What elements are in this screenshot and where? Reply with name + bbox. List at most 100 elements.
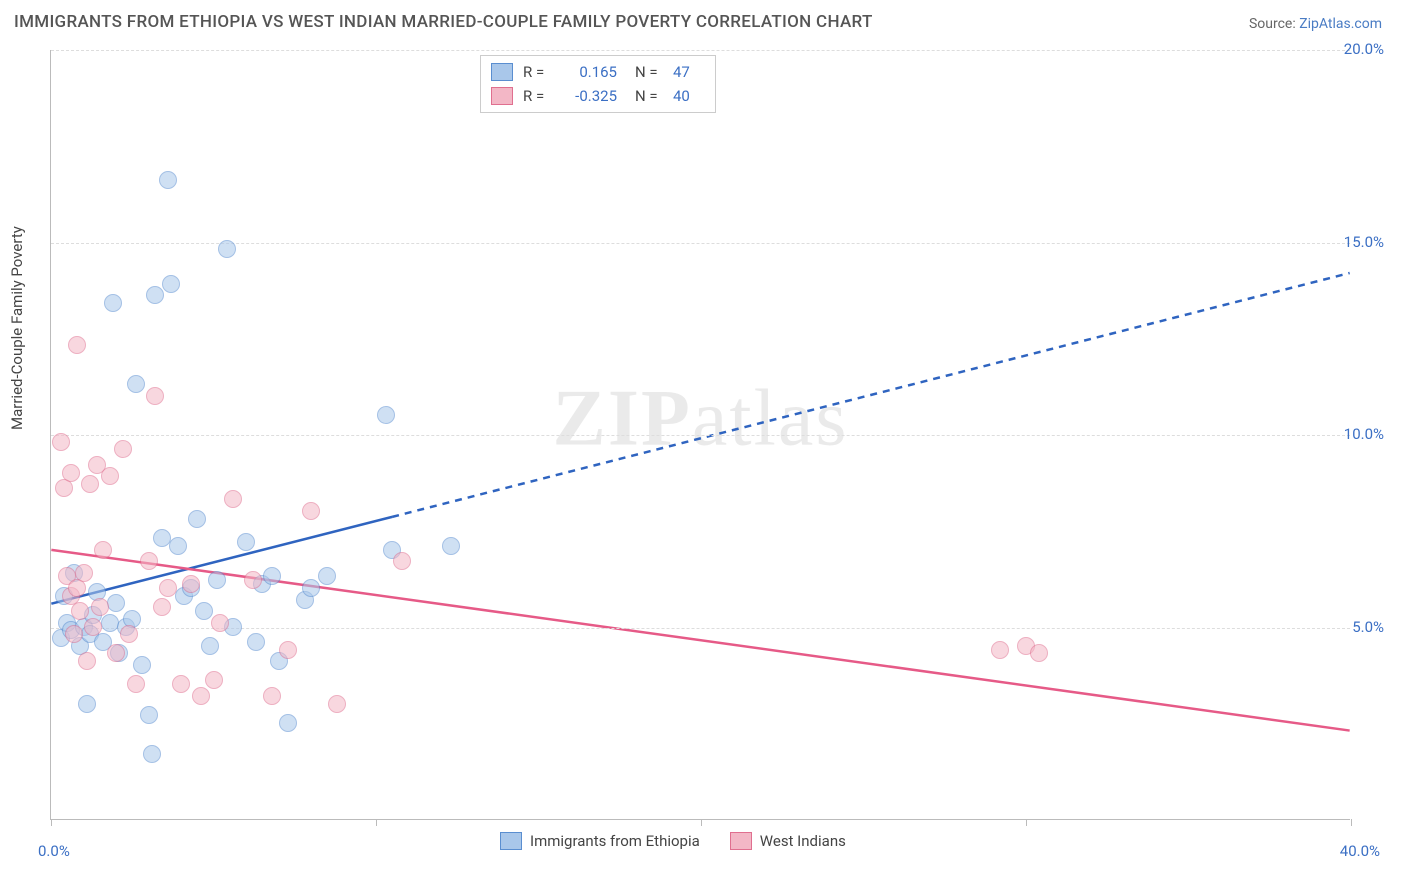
ethiopia-point [218,240,236,258]
x-tick [51,819,52,826]
n-label: N = [635,87,663,105]
westindians-point [205,671,223,689]
correlation-legend: R = 0.165 N = 47R = -0.325 N = 40 [480,55,716,113]
ethiopia-point [104,294,122,312]
westindians-point [153,598,171,616]
westindians-point [68,336,86,354]
grid-line [51,243,1350,244]
westindians-point [146,387,164,405]
x-axis-max-label: 40.0% [1340,842,1380,860]
westindians-point [182,575,200,593]
r-label: R = [523,63,551,81]
x-axis-min-label: 0.0% [38,842,70,860]
ethiopia-point [78,695,96,713]
watermark-atlas: atlas [692,375,849,463]
source-prefix: Source: [1249,16,1299,32]
legend-correlation-row: R =-0.325N =40 [491,84,701,108]
westindians-point [114,440,132,458]
westindians-point [140,552,158,570]
watermark-zip: ZIP [553,375,692,463]
ethiopia-point [162,275,180,293]
ethiopia-point [140,706,158,724]
grid-line [51,628,1350,629]
ethiopia-point [208,571,226,589]
westindians-point [302,502,320,520]
grid-line [51,50,1350,51]
legend-swatch [491,87,513,105]
y-axis-label: Married-Couple Family Poverty [8,226,26,430]
chart-container: IMMIGRANTS FROM ETHIOPIA VS WEST INDIAN … [0,0,1406,892]
legend-series-label: Immigrants from Ethiopia [530,832,700,850]
westindians-point [71,602,89,620]
ethiopia-point [442,537,460,555]
ethiopia-point [169,537,187,555]
watermark: ZIPatlas [553,374,849,465]
y-tick-label: 10.0% [1344,425,1384,443]
legend-swatch [491,63,513,81]
ethiopia-point [107,594,125,612]
series-legend: Immigrants from Ethiopia West Indians [500,832,846,850]
legend-swatch [500,832,522,850]
x-tick [1351,819,1352,826]
westindians-point [127,675,145,693]
westindians-point [101,467,119,485]
n-value: 40 [673,87,701,105]
legend-correlation-row: R = 0.165 N = 47 [491,60,701,84]
y-tick-label: 15.0% [1344,233,1384,251]
westindians-point [94,541,112,559]
westindians-point [211,614,229,632]
westindians-point [328,695,346,713]
legend-series-label: West Indians [760,832,846,850]
westindians-point [192,687,210,705]
westindians-point [991,641,1009,659]
y-tick-label: 5.0% [1352,618,1384,636]
r-value: -0.325 [561,87,617,105]
plot-area: ZIPatlas [50,50,1350,820]
westindians-point [244,571,262,589]
ethiopia-point [127,375,145,393]
westindians-point [224,490,242,508]
n-value: 47 [673,63,701,81]
ethiopia-point [133,656,151,674]
westindians-point [75,564,93,582]
westindians-point [68,579,86,597]
ethiopia-point [279,714,297,732]
ethiopia-trend-line [392,273,1350,517]
source-attribution: Source: ZipAtlas.com [1249,16,1382,32]
westindians-point [78,652,96,670]
x-tick [701,819,702,826]
ethiopia-point [237,533,255,551]
ethiopia-point [188,510,206,528]
westindians-point [172,675,190,693]
ethiopia-point [247,633,265,651]
ethiopia-point [201,637,219,655]
ethiopia-point [101,614,119,632]
ethiopia-point [377,406,395,424]
x-tick [376,819,377,826]
ethiopia-point [195,602,213,620]
legend-swatch [730,832,752,850]
westindians-point [52,433,70,451]
source-link[interactable]: ZipAtlas.com [1299,16,1382,32]
westindians-point [263,687,281,705]
y-tick-label: 20.0% [1344,40,1384,58]
ethiopia-point [146,286,164,304]
westindians-point [91,598,109,616]
westindians-point [107,644,125,662]
westindians-point [55,479,73,497]
ethiopia-point [159,171,177,189]
ethiopia-point [263,567,281,585]
westindians-point [279,641,297,659]
n-label: N = [635,63,663,81]
ethiopia-point [143,745,161,763]
westindians-point [159,579,177,597]
r-value: 0.165 [561,63,617,81]
x-tick [1026,819,1027,826]
westindians-point [65,625,83,643]
legend-series-item: Immigrants from Ethiopia [500,832,700,850]
ethiopia-point [302,579,320,597]
westindians-point [62,464,80,482]
chart-title: IMMIGRANTS FROM ETHIOPIA VS WEST INDIAN … [14,12,873,32]
westindians-point [1030,644,1048,662]
legend-series-item: West Indians [730,832,846,850]
